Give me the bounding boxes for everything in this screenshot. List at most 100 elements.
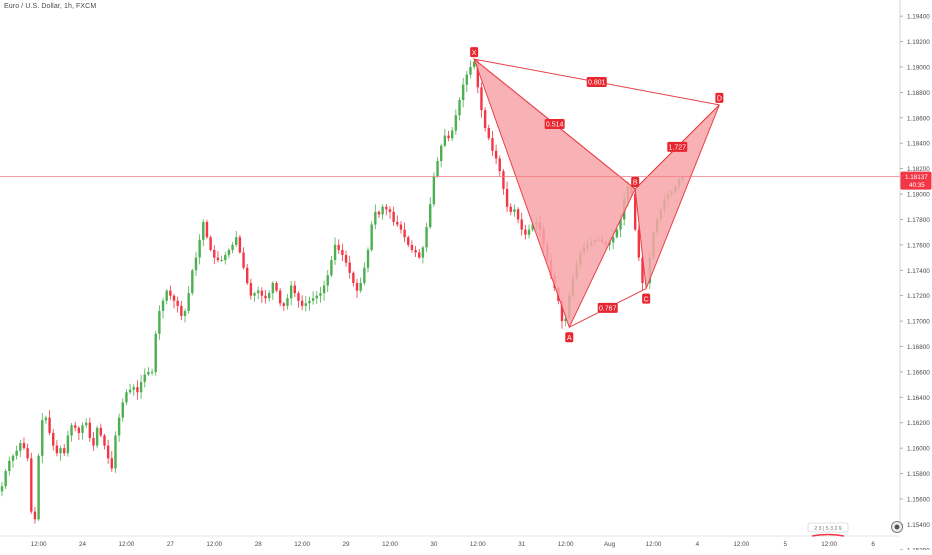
candle-body: [326, 275, 329, 286]
candle-body: [30, 458, 33, 512]
candle-body: [311, 298, 315, 301]
ratio-label[interactable]: 0.514: [544, 119, 565, 130]
candle: [139, 374, 143, 399]
candle: [311, 291, 315, 305]
candle-body: [421, 247, 425, 258]
candle: [509, 203, 512, 216]
candle: [494, 144, 498, 165]
candle: [19, 439, 22, 457]
candle: [440, 143, 443, 167]
candle-body: [498, 158, 501, 172]
candle-body: [374, 211, 377, 225]
ratio-label[interactable]: 0.767: [597, 302, 618, 313]
candle-body: [246, 267, 249, 283]
candle: [465, 70, 469, 93]
price-tick-label: 1.16200: [907, 420, 930, 427]
harmonic-pattern[interactable]: 0.514 0.767 1.727 0.801 X A B C D: [470, 47, 724, 343]
candle-body: [403, 229, 406, 238]
candle-body: [425, 227, 428, 248]
candle-body: [128, 389, 132, 393]
candle: [524, 224, 527, 240]
candle: [187, 286, 190, 314]
ratio-label[interactable]: 1.727: [667, 141, 688, 152]
candle: [366, 247, 370, 273]
pattern-point-x[interactable]: X: [470, 47, 479, 58]
candle: [165, 289, 168, 305]
candle: [454, 109, 458, 135]
ratio-label-bg: [586, 76, 607, 87]
candle: [253, 291, 256, 302]
candle-body: [158, 310, 161, 334]
candle-body: [355, 282, 359, 291]
candle-body: [132, 387, 135, 390]
candle-body: [619, 219, 622, 230]
candle-body: [399, 224, 403, 230]
candle-body: [388, 209, 392, 212]
candle-body: [95, 427, 99, 446]
candle: [282, 301, 286, 311]
candle: [275, 281, 278, 293]
candle: [436, 157, 439, 178]
pattern-triangle-xab[interactable]: [473, 57, 636, 329]
pattern-point-d[interactable]: D: [715, 92, 724, 103]
candle-body: [205, 221, 209, 238]
candle: [293, 280, 296, 298]
candle-body: [465, 74, 469, 85]
candle-body: [213, 249, 216, 258]
candle: [520, 212, 523, 236]
candle: [319, 286, 322, 303]
candle-body: [612, 237, 615, 243]
candle: [421, 245, 425, 264]
ratio-label[interactable]: 0.801: [586, 76, 607, 87]
time-axis[interactable]: 12:00 24 12:00 27 12:00 28 12:00 29 12:00 30 12:00…: [0, 535, 900, 548]
candle-body: [77, 427, 81, 433]
candle: [136, 380, 139, 400]
candle: [132, 384, 135, 396]
time-tick-label: 28: [255, 541, 263, 548]
price-axis[interactable]: 1.19400 1.19200 1.19000 1.18800 1.18600 1.184…: [899, 0, 932, 554]
candle: [315, 291, 318, 304]
price-tick-label: 1.18000: [907, 192, 930, 199]
candle-body: [220, 260, 223, 262]
candle: [172, 293, 176, 309]
candle: [33, 506, 37, 524]
price-tick-label: 1.18200: [907, 166, 930, 173]
candle: [238, 234, 242, 254]
candle-body: [564, 318, 567, 322]
pattern-triangle-bcd[interactable]: [634, 104, 720, 289]
candle-body: [447, 135, 450, 139]
candle: [359, 277, 362, 293]
candle: [267, 290, 271, 302]
gear-center: [894, 524, 900, 530]
candle: [388, 206, 392, 219]
tradingview-logo-icon: 2 3 | 5 3 2 9: [807, 522, 849, 537]
candle: [461, 77, 465, 108]
candle-body: [344, 255, 348, 263]
candle-body: [202, 221, 205, 240]
current-price-tag-bg: [900, 171, 932, 190]
pattern-point-c[interactable]: C: [642, 293, 651, 304]
candle-body: [110, 458, 113, 469]
candle: [260, 287, 264, 303]
candle: [48, 410, 51, 436]
ratio-label-text: 1.727: [669, 145, 687, 152]
candle: [70, 423, 73, 442]
candle-body: [209, 237, 212, 250]
candle-body: [154, 333, 157, 372]
candle: [161, 297, 165, 319]
gear-icon[interactable]: [891, 521, 903, 533]
candle-body: [88, 422, 92, 438]
candle: [341, 243, 344, 262]
candle-body: [502, 171, 505, 189]
candle: [348, 255, 351, 279]
candle-body: [366, 249, 370, 268]
candle: [352, 271, 355, 287]
pattern-point-b[interactable]: B: [631, 176, 640, 187]
candle: [202, 219, 205, 247]
pattern-point-a[interactable]: A: [565, 332, 574, 343]
candle-body: [494, 150, 498, 159]
time-tick-label: 29: [343, 541, 351, 548]
